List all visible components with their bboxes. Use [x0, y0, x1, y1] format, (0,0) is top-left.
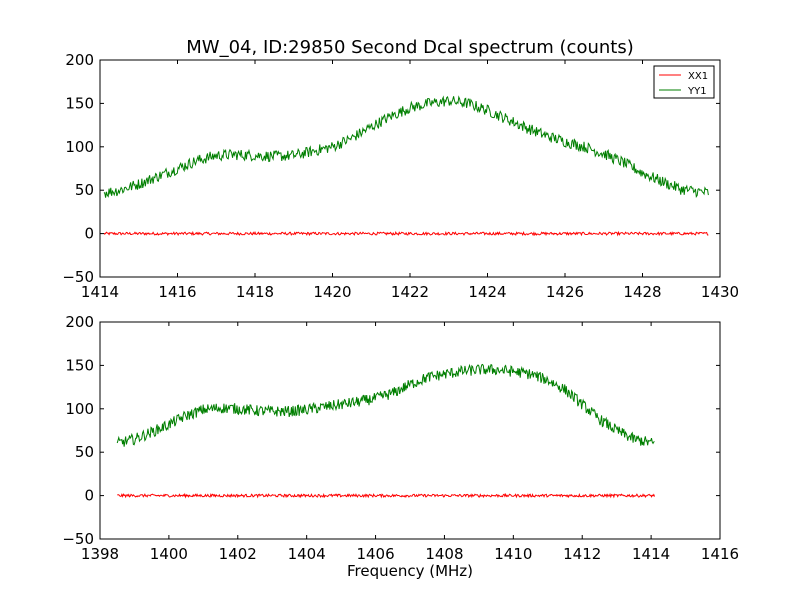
x-tick-label: 1420: [313, 283, 351, 301]
x-axis-label: Frequency (MHz): [347, 562, 473, 580]
x-tick-label: 1418: [236, 283, 274, 301]
x-tick-label: 1400: [150, 545, 188, 563]
y-tick-label: 200: [65, 51, 94, 69]
x-tick-label: 1414: [632, 545, 670, 563]
y-tick-label: 100: [65, 138, 94, 156]
top-subplot: 1414 1416 1418 1420 1422 1424 1426 1428 1430 −50 0…: [62, 51, 739, 301]
x-tick-label: 1428: [623, 283, 661, 301]
y-tick-label: 200: [65, 313, 94, 331]
x-tick-label: 1430: [701, 283, 739, 301]
figure-title: MW_04, ID:29850 Second Dcal spectrum (co…: [186, 37, 633, 58]
y-tick-label: 0: [84, 487, 94, 505]
x-tick-label: 1404: [288, 545, 326, 563]
y-tick-label: −50: [62, 268, 94, 286]
x-tick-label: 1414: [81, 283, 119, 301]
x-tick-label: 1422: [391, 283, 429, 301]
y-tick-label: 100: [65, 400, 94, 418]
bottom-subplot: 1398 1400 1402 1404 1406 1408 1410 1412 1414 1416…: [62, 313, 739, 563]
legend-label-xx1: XX1: [688, 71, 708, 82]
legend-label-yy1: YY1: [687, 86, 707, 97]
x-tick-label: 1416: [158, 283, 196, 301]
x-tick-label: 1424: [468, 283, 506, 301]
x-tick-label: 1412: [563, 545, 601, 563]
y-tick-label: 150: [65, 356, 94, 374]
series-line-yy1: [116, 363, 655, 447]
x-tick-label: 1402: [219, 545, 257, 563]
y-tick-label: 150: [65, 94, 94, 112]
x-tick-label: 1406: [356, 545, 394, 563]
x-tick-label: 1410: [494, 545, 532, 563]
x-tick-label: 1408: [425, 545, 463, 563]
x-tick-label: 1426: [546, 283, 584, 301]
series-line-xx1: [103, 230, 709, 237]
y-tick-label: 50: [75, 181, 94, 199]
axes-frame: [99, 321, 721, 540]
x-tick-label: 1416: [701, 545, 739, 563]
y-tick-label: −50: [62, 530, 94, 548]
y-tick-label: 0: [84, 225, 94, 243]
legend-box: [653, 65, 715, 99]
x-tick-label: 1398: [81, 545, 119, 563]
y-tick-label: 50: [75, 443, 94, 461]
series-line-yy1: [103, 95, 709, 198]
series-line-xx1: [117, 492, 656, 499]
